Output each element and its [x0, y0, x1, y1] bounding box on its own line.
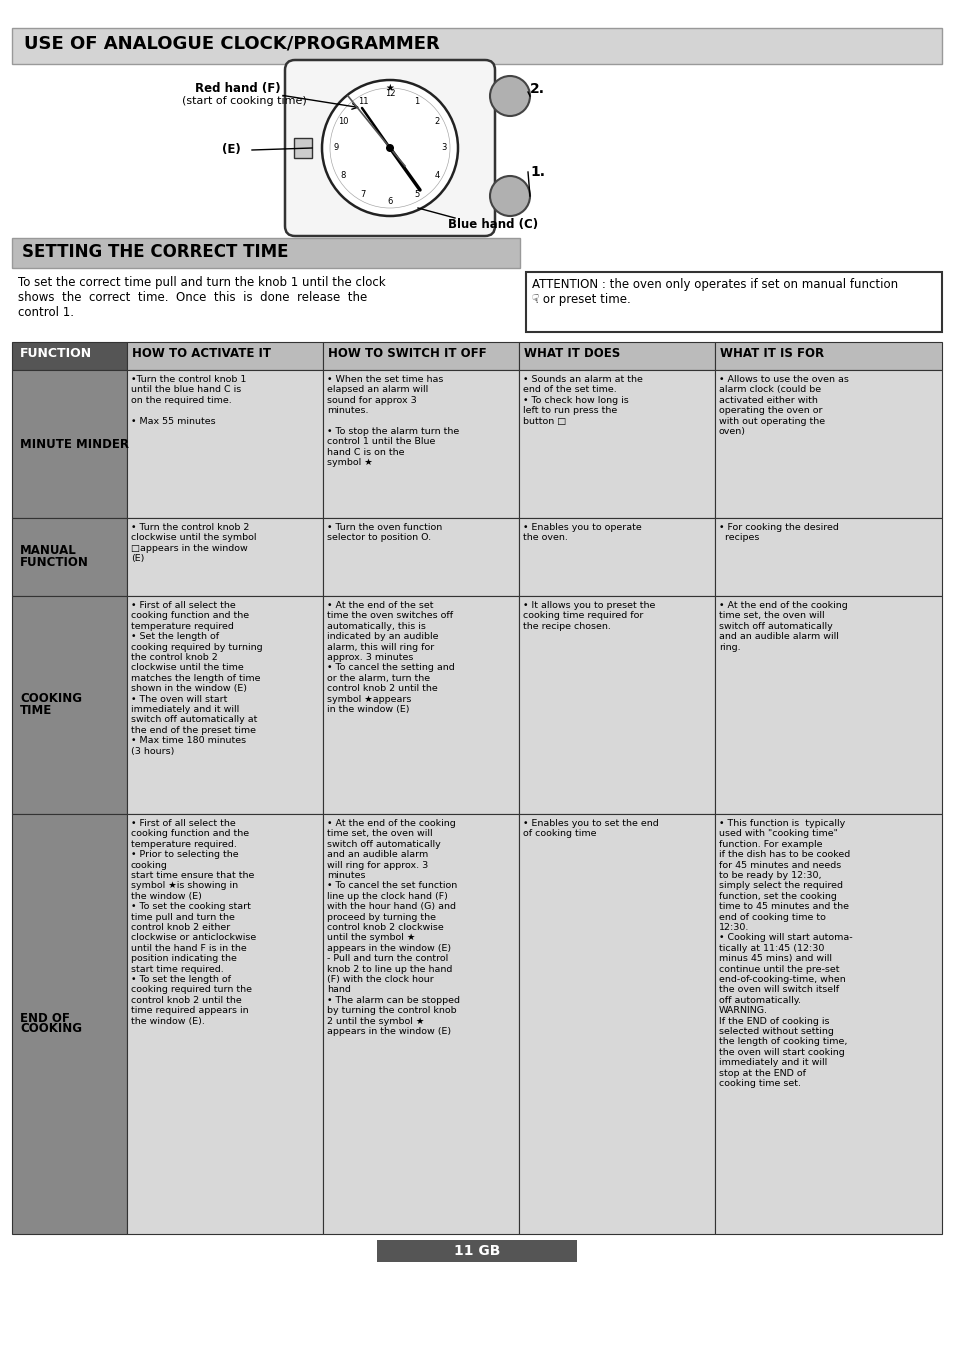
- Bar: [714, 342, 941, 370]
- Text: 10: 10: [337, 116, 348, 126]
- Text: 2: 2: [434, 116, 439, 126]
- Bar: [12, 342, 127, 370]
- Bar: [714, 517, 941, 596]
- Bar: [12, 238, 519, 267]
- Text: 8: 8: [340, 170, 346, 180]
- Text: To set the correct time pull and turn the knob 1 until the clock
shows  the  cor: To set the correct time pull and turn th…: [18, 276, 385, 319]
- Text: 4: 4: [434, 170, 439, 180]
- Text: • This function is  typically
used with "cooking time"
function. For example
if : • This function is typically used with "…: [719, 819, 852, 1088]
- Text: MINUTE MINDER: MINUTE MINDER: [20, 438, 129, 450]
- Text: • At the end of the cooking
time set, the oven will
switch off automatically
and: • At the end of the cooking time set, th…: [327, 819, 459, 1036]
- Text: • Turn the oven function
selector to position O.: • Turn the oven function selector to pos…: [327, 523, 442, 542]
- Bar: [127, 342, 323, 370]
- Text: TIME: TIME: [20, 704, 52, 716]
- Bar: [714, 815, 941, 1233]
- Text: • Enables you to operate
the oven.: • Enables you to operate the oven.: [522, 523, 641, 542]
- Text: COOKING: COOKING: [20, 1023, 82, 1035]
- Bar: [323, 596, 518, 815]
- Text: • Sounds an alarm at the
end of the set time.
• To check how long is
left to run: • Sounds an alarm at the end of the set …: [522, 376, 642, 426]
- Text: 1.: 1.: [530, 165, 544, 178]
- Text: 9: 9: [333, 143, 338, 153]
- Text: USE OF ANALOGUE CLOCK/PROGRAMMER: USE OF ANALOGUE CLOCK/PROGRAMMER: [24, 34, 439, 51]
- Bar: [518, 596, 714, 815]
- Text: •Turn the control knob 1
until the blue hand C is
on the required time.

• Max 5: •Turn the control knob 1 until the blue …: [131, 376, 246, 426]
- Text: • First of all select the
cooking function and the
temperature required
• Set th: • First of all select the cooking functi…: [131, 601, 262, 755]
- Text: • Enables you to set the end
of cooking time: • Enables you to set the end of cooking …: [522, 819, 659, 839]
- Bar: [376, 1240, 577, 1262]
- Bar: [714, 596, 941, 815]
- Bar: [714, 370, 941, 517]
- Text: WHAT IT IS FOR: WHAT IT IS FOR: [720, 347, 823, 359]
- Text: 11: 11: [357, 97, 368, 105]
- Text: • For cooking the desired
  recipes: • For cooking the desired recipes: [719, 523, 838, 542]
- FancyBboxPatch shape: [285, 59, 495, 236]
- Text: 6: 6: [387, 197, 393, 207]
- Bar: [518, 517, 714, 596]
- Text: • Allows to use the oven as
alarm clock (could be
activated either with
operatin: • Allows to use the oven as alarm clock …: [719, 376, 848, 436]
- Bar: [12, 28, 941, 63]
- Bar: [294, 138, 312, 158]
- Bar: [518, 370, 714, 517]
- Text: 12: 12: [384, 89, 395, 99]
- Text: HOW TO SWITCH IT OFF: HOW TO SWITCH IT OFF: [328, 347, 486, 359]
- Text: ATTENTION : the oven only operates if set on manual function
☟ or preset time.: ATTENTION : the oven only operates if se…: [532, 278, 897, 305]
- Text: HOW TO ACTIVATE IT: HOW TO ACTIVATE IT: [132, 347, 271, 359]
- Bar: [323, 517, 518, 596]
- Text: FUNCTION: FUNCTION: [20, 347, 92, 359]
- Text: • At the end of the set
time the oven switches off
automatically, this is
indica: • At the end of the set time the oven sw…: [327, 601, 455, 713]
- Text: 11 GB: 11 GB: [454, 1244, 499, 1258]
- Bar: [12, 815, 127, 1233]
- Text: SETTING THE CORRECT TIME: SETTING THE CORRECT TIME: [22, 243, 288, 261]
- Text: FUNCTION: FUNCTION: [20, 555, 89, 569]
- Bar: [323, 342, 518, 370]
- Text: Blue hand (C): Blue hand (C): [448, 218, 537, 231]
- Circle shape: [490, 76, 530, 116]
- Text: • Turn the control knob 2
clockwise until the symbol
□appears in the window
(E): • Turn the control knob 2 clockwise unti…: [131, 523, 256, 563]
- Text: 7: 7: [360, 190, 365, 199]
- Text: END OF: END OF: [20, 1012, 70, 1024]
- Text: Red hand (F): Red hand (F): [194, 82, 280, 95]
- Bar: [323, 370, 518, 517]
- Text: • It allows you to preset the
cooking time required for
the recipe chosen.: • It allows you to preset the cooking ti…: [522, 601, 655, 631]
- Text: (start of cooking time): (start of cooking time): [182, 96, 307, 105]
- Bar: [518, 342, 714, 370]
- Circle shape: [386, 145, 394, 153]
- Text: • When the set time has
elapsed an alarm will
sound for approx 3
minutes.

• To : • When the set time has elapsed an alarm…: [327, 376, 458, 467]
- Text: COOKING: COOKING: [20, 693, 82, 705]
- Bar: [127, 815, 323, 1233]
- Bar: [323, 815, 518, 1233]
- Bar: [12, 596, 127, 815]
- Text: MANUAL: MANUAL: [20, 544, 76, 558]
- Text: 2.: 2.: [530, 82, 544, 96]
- Bar: [525, 272, 941, 332]
- Bar: [12, 517, 127, 596]
- Bar: [127, 517, 323, 596]
- Text: (E): (E): [222, 143, 240, 155]
- Text: 3: 3: [441, 143, 446, 153]
- Bar: [12, 370, 127, 517]
- Text: ★: ★: [385, 82, 394, 93]
- Circle shape: [490, 176, 530, 216]
- Text: 5: 5: [414, 190, 419, 199]
- Bar: [518, 815, 714, 1233]
- Circle shape: [322, 80, 457, 216]
- Text: • At the end of the cooking
time set, the oven will
switch off automatically
and: • At the end of the cooking time set, th…: [719, 601, 847, 651]
- Text: WHAT IT DOES: WHAT IT DOES: [523, 347, 619, 359]
- Bar: [127, 370, 323, 517]
- Text: 1: 1: [414, 97, 419, 105]
- Bar: [127, 596, 323, 815]
- Text: • First of all select the
cooking function and the
temperature required.
• Prior: • First of all select the cooking functi…: [131, 819, 256, 1025]
